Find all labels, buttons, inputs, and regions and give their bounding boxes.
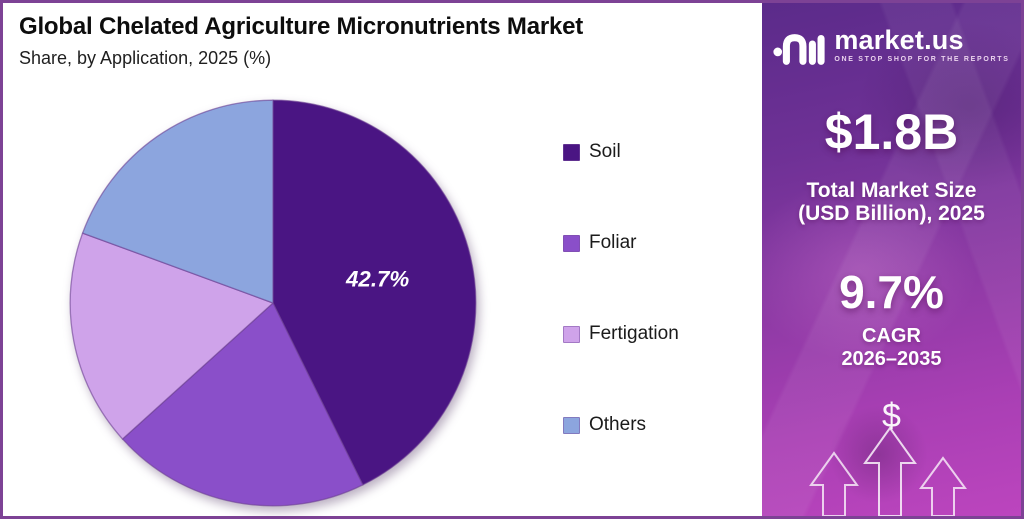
cagr-label-line1: CAGR	[862, 325, 921, 347]
up-arrow-icon	[809, 451, 859, 516]
pie-chart: 42.7%	[69, 99, 477, 507]
legend-label: Others	[589, 414, 647, 435]
cagr-label-line2: 2026–2035	[841, 348, 942, 370]
pie-data-label: 42.7%	[345, 267, 409, 292]
dollar-symbol: $	[882, 397, 901, 435]
cagr-label: CAGR 2026–2035	[762, 325, 1021, 371]
legend-item-fertigation: Fertigation	[563, 323, 679, 345]
chart-legend: Soil Foliar Fertigation Others	[563, 141, 679, 436]
brand-tagline: ONE STOP SHOP FOR THE REPORTS	[834, 55, 1010, 63]
brand-sidebar: market.us ONE STOP SHOP FOR THE REPORTS …	[762, 3, 1021, 516]
legend-item-foliar: Foliar	[563, 232, 679, 254]
legend-swatch-others	[563, 416, 580, 434]
up-arrow-icon	[919, 456, 967, 516]
market-size-label-line1: Total Market Size	[806, 179, 977, 202]
brand-logo: market.us ONE STOP SHOP FOR THE REPORTS	[762, 21, 1021, 67]
up-arrow-icon	[863, 426, 917, 516]
market-size-value: $1.8B	[824, 104, 959, 160]
legend-label: Fertigation	[589, 323, 679, 344]
brand-text-block: market.us ONE STOP SHOP FOR THE REPORTS	[834, 26, 1009, 63]
page-title: Global Chelated Agriculture Micronutrien…	[19, 13, 584, 40]
legend-swatch-foliar	[563, 234, 580, 252]
brand-name: market.us	[834, 24, 964, 55]
legend-swatch-fertigation	[563, 325, 580, 343]
legend-label: Foliar	[589, 232, 637, 253]
pie-slice-others	[81, 99, 274, 304]
pie-slice-soil	[272, 99, 477, 486]
market-size-label: Total Market Size (USD Billion), 2025	[762, 179, 1021, 225]
chart-header: Global Chelated Agriculture Micronutrien…	[19, 13, 583, 69]
pie-slice-foliar	[121, 302, 364, 507]
legend-item-others: Others	[563, 414, 679, 436]
cagr-value: 9.7%	[839, 266, 944, 318]
legend-item-soil: Soil	[563, 141, 679, 163]
page-subtitle: Share, by Application, 2025 (%)	[19, 48, 272, 68]
legend-label: Soil	[589, 141, 621, 162]
market-size-label-line2: (USD Billion), 2025	[798, 202, 985, 225]
chart-panel: Global Chelated Agriculture Micronutrien…	[3, 3, 762, 516]
legend-swatch-soil	[563, 143, 580, 161]
growth-arrows-icon	[809, 426, 967, 516]
marketus-logo-icon	[773, 34, 825, 65]
